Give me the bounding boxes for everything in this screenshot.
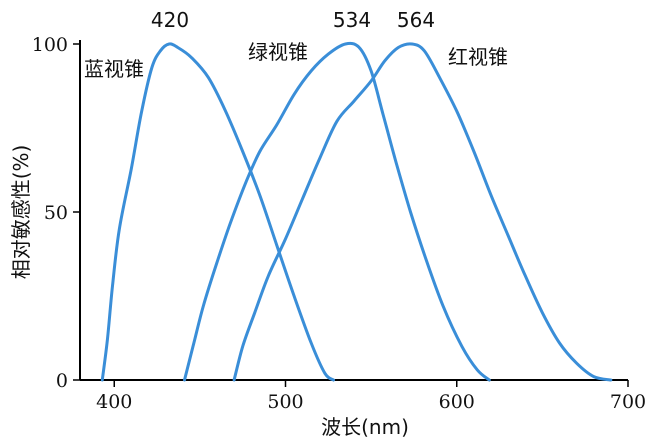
red-cone-label: 红视锥 [448, 45, 508, 69]
red-cone-curve [232, 42, 613, 382]
series-labels: 蓝视锥 420 绿视锥 534 红视锥 564 [84, 8, 508, 81]
y-tick-label: 100 [32, 34, 68, 56]
axes: 400 500 600 700 0 50 100 [32, 34, 646, 413]
x-tick-label: 400 [96, 391, 132, 413]
red-cone-peak-label: 564 [397, 8, 435, 32]
y-axis-title: 相对敏感性(%) [9, 145, 33, 280]
green-cone-curve [183, 41, 491, 382]
blue-cone-curve [100, 42, 335, 382]
curves [100, 41, 613, 382]
x-tick-label: 600 [439, 391, 475, 413]
x-tick-label: 500 [267, 391, 303, 413]
green-cone-label: 绿视锥 [248, 40, 308, 64]
blue-cone-label: 蓝视锥 [84, 57, 144, 81]
x-axis-title: 波长(nm) [321, 415, 409, 439]
x-tick-label: 700 [610, 391, 646, 413]
blue-cone-peak-label: 420 [151, 8, 189, 32]
green-cone-peak-label: 534 [333, 8, 371, 32]
y-tick-label: 50 [44, 202, 68, 224]
y-tick-label: 0 [56, 370, 68, 392]
